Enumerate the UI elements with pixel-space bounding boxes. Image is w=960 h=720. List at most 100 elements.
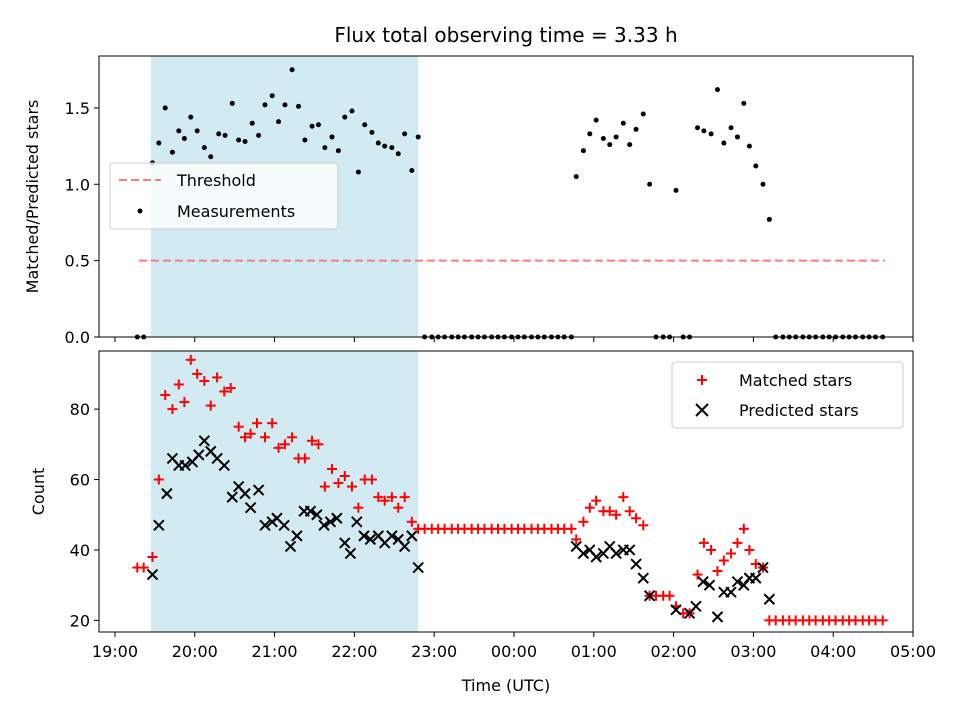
matched-star-point: [726, 548, 737, 559]
measurement-point: [714, 87, 720, 93]
matched-star-point: [313, 439, 324, 450]
predicted-star-point: [711, 611, 724, 623]
measurement-point: [760, 181, 766, 187]
predicted-star-point: [226, 491, 238, 503]
predicted-star-point: [339, 537, 351, 549]
predicted-star-point: [703, 579, 716, 591]
measurement-point: [282, 102, 288, 108]
top-y-tick-label: 1.5: [65, 99, 90, 118]
matched-star-point: [712, 566, 723, 577]
top-y-tick-label: 1.0: [65, 175, 90, 194]
measurement-point: [389, 145, 395, 151]
predicted-star-point: [670, 604, 682, 616]
predicted-star-point: [690, 600, 702, 613]
predicted-star-point: [344, 547, 357, 560]
matched-star-point: [160, 390, 171, 401]
matched-star-point: [732, 537, 743, 548]
predicted-star-point: [324, 516, 337, 528]
measurement-point: [613, 134, 619, 140]
matched-star-point: [153, 474, 164, 485]
matched-star-point: [259, 432, 270, 443]
predicted-star-point: [179, 459, 191, 472]
measurement-point: [415, 134, 421, 140]
top-axes-frame: [98, 55, 914, 338]
x-axis-label: Time (UTC): [461, 676, 550, 695]
predicted-star-point: [146, 568, 159, 581]
measurement-point: [262, 102, 268, 108]
top-y-axis-label: Matched/Predicted stars: [23, 100, 42, 294]
bottom-x-tick-label: 22:00: [331, 642, 377, 661]
bottom-legend: Matched stars Predicted stars: [671, 361, 904, 429]
predicted-star-point: [406, 530, 418, 542]
measurement-point: [580, 148, 586, 154]
predicted-star-point: [643, 590, 656, 602]
matched-star-point: [138, 562, 149, 573]
bottom-y-tick-label: 60: [70, 471, 90, 490]
matched-star-point: [584, 502, 595, 513]
predicted-star-point: [218, 459, 230, 472]
predicted-star-point: [577, 547, 590, 560]
measurement-point: [289, 67, 295, 73]
matched-star-point: [631, 513, 642, 524]
matched-star-point: [225, 382, 236, 393]
measurement-point: [587, 131, 593, 137]
predicted-star-point: [364, 533, 377, 546]
matched-star-point: [591, 495, 602, 506]
measurement-point: [753, 163, 759, 169]
measurement-point: [181, 135, 187, 141]
legend-label-measurements: Measurements: [177, 202, 295, 221]
predicted-star-point: [358, 530, 370, 542]
predicted-star-point: [239, 487, 251, 500]
matched-star-point: [346, 481, 357, 492]
measurement-point: [746, 143, 752, 149]
predicted-star-point: [386, 530, 398, 542]
measurement-point: [188, 114, 194, 120]
predicted-star-point: [304, 505, 317, 517]
predicted-star-point: [637, 572, 649, 584]
measurement-point: [355, 169, 361, 175]
chart-title: Flux total observing time = 3.33 h: [334, 23, 677, 47]
predicted-star-point: [750, 572, 762, 584]
measurement-point: [607, 142, 613, 148]
legend-label-predicted: Predicted stars: [739, 401, 859, 420]
matched-star-point: [604, 506, 615, 517]
legend-measurement-swatch: [137, 208, 143, 214]
measurement-point: [349, 108, 355, 114]
matched-star-point: [267, 418, 278, 429]
measurement-point: [640, 111, 646, 117]
measurement-point: [201, 145, 207, 151]
predicted-star-point: [398, 540, 411, 553]
measurement-point: [766, 216, 772, 222]
matched-star-point: [219, 386, 230, 397]
measurement-point: [269, 93, 275, 99]
measurement-point: [194, 128, 200, 134]
matched-star-point: [279, 439, 290, 450]
measurement-point: [342, 114, 348, 120]
matched-star-point: [240, 432, 251, 443]
legend-label-threshold: Threshold: [176, 171, 256, 190]
measurement-point: [593, 117, 599, 123]
matched-star-point: [173, 379, 184, 390]
bottom-x-tick-label: 20:00: [172, 642, 218, 661]
matched-star-point: [638, 520, 649, 531]
predicted-star-point: [193, 449, 205, 461]
measurement-point: [395, 151, 401, 157]
top-legend: Threshold Measurements: [109, 162, 339, 230]
matched-star-point: [307, 435, 318, 446]
predicted-star-point: [351, 516, 363, 528]
bottom-legend-box: [671, 361, 904, 429]
legend-matched-swatch: [697, 375, 707, 385]
bottom-x-tick-label: 00:00: [491, 642, 537, 661]
predicted-star-point: [725, 586, 737, 598]
predicted-star-point: [278, 519, 290, 532]
measurement-point: [741, 100, 747, 106]
predicted-star-point: [153, 519, 165, 532]
measurement-point: [249, 120, 255, 126]
matched-star-point: [199, 375, 210, 386]
legend-x-marker: [695, 403, 709, 417]
measurement-point: [216, 131, 222, 137]
matched-star-point: [706, 544, 717, 555]
measurement-point: [222, 132, 228, 138]
measurement-point: [647, 181, 653, 187]
measurement-point: [162, 105, 168, 111]
